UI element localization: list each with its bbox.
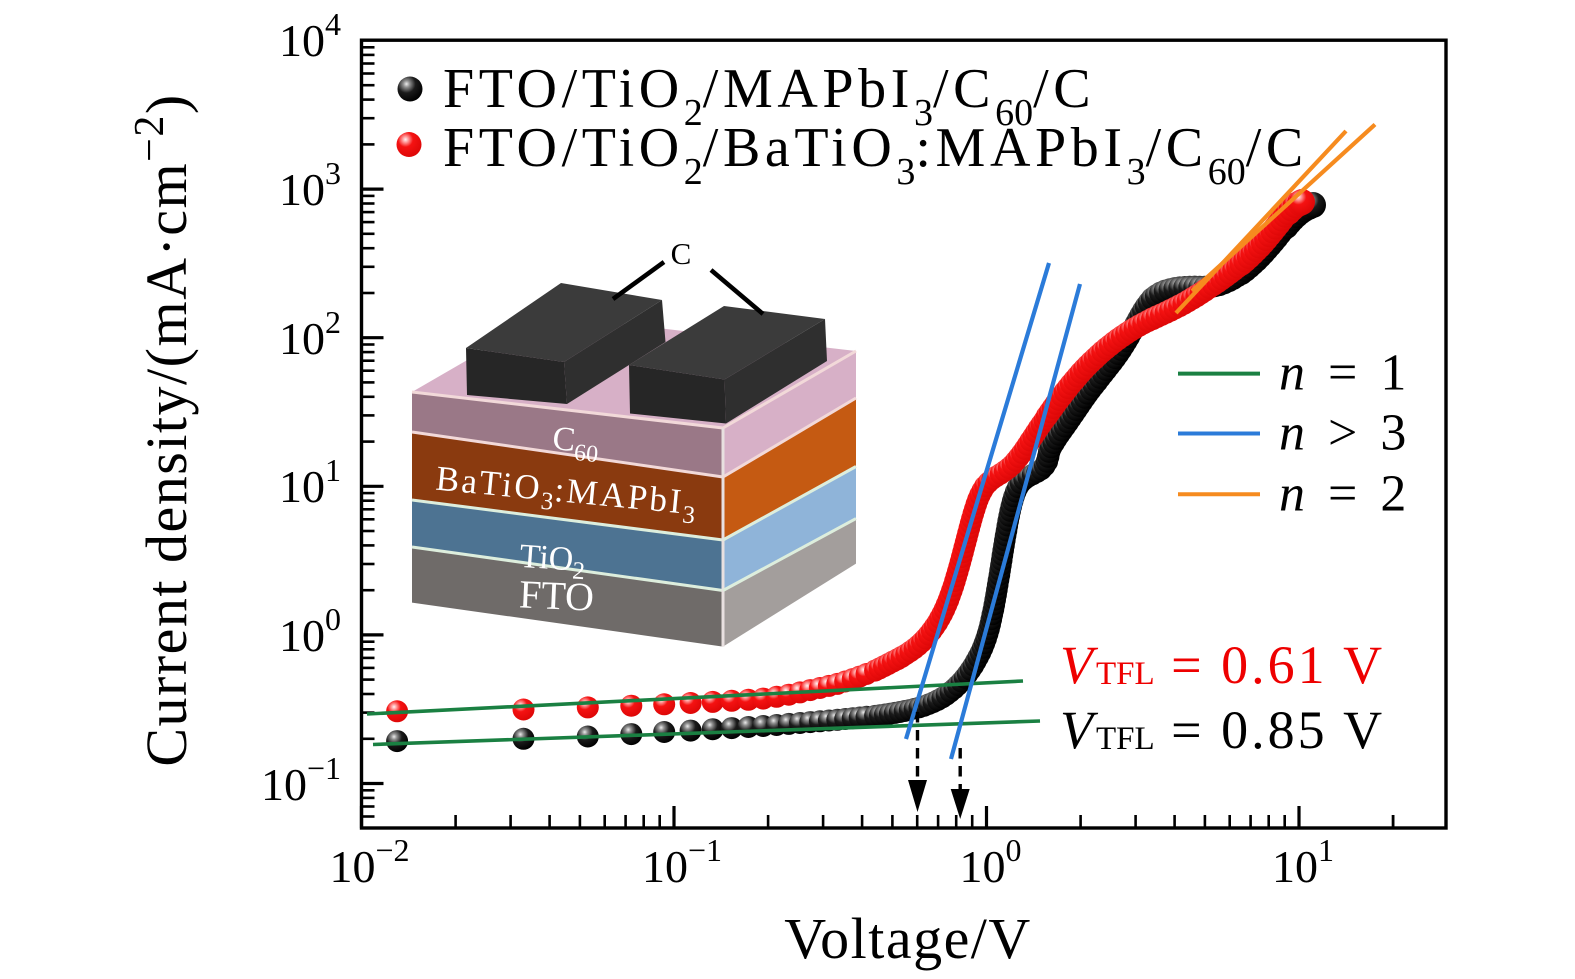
svg-text:C: C	[671, 236, 692, 271]
svg-text:n = 1: n = 1	[1279, 345, 1411, 402]
svg-text:n = 2: n = 2	[1279, 465, 1411, 522]
svg-text:Voltage/V: Voltage/V	[784, 906, 1032, 971]
svg-text:100: 100	[279, 601, 341, 661]
svg-text:FTO: FTO	[518, 571, 595, 619]
svg-text:Current density/(mA·cm−2): Current density/(mA·cm−2)	[127, 93, 199, 766]
svg-text:n > 3: n > 3	[1279, 405, 1411, 462]
